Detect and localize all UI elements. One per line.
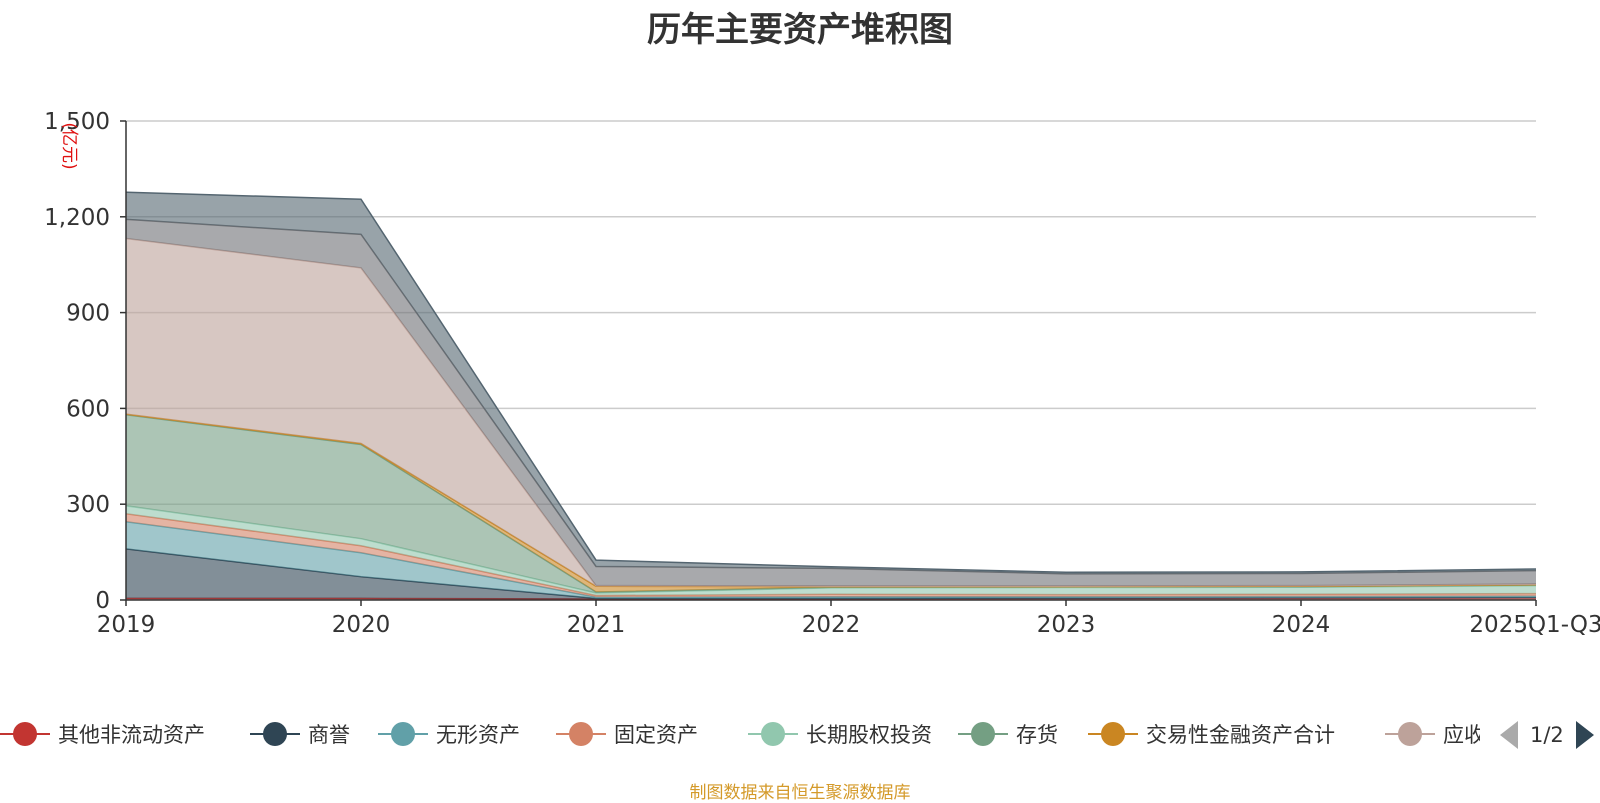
legend-marker-icon xyxy=(1088,721,1138,747)
legend: 其他非流动资产 商誉 无形资产 固定资产 长期股权投资 存货 交易性金融资产合计 应收账款 xyxy=(0,714,1480,754)
y-tick-label: 600 xyxy=(66,396,110,422)
source-note: 制图数据来自恒生聚源数据库 xyxy=(689,783,911,803)
legend-label: 固定资产 xyxy=(614,723,698,747)
legend-label: 长期股权投资 xyxy=(806,723,932,747)
y-tick-label: 1,200 xyxy=(44,205,110,231)
legend-label: 交易性金融资产合计 xyxy=(1146,723,1335,747)
legend-item[interactable]: 交易性金融资产合计 xyxy=(1088,714,1335,754)
x-tick-label: 2020 xyxy=(332,612,391,638)
area-series-4[interactable] xyxy=(126,505,1536,596)
area-series-7[interactable] xyxy=(126,238,1536,587)
legend-next-page-button[interactable] xyxy=(1575,721,1594,749)
legend-item[interactable]: 应收账款 xyxy=(1385,714,1480,754)
legend-item[interactable]: 长期股权投资 xyxy=(748,714,932,754)
legend-marker-icon xyxy=(748,721,798,747)
area-series-1[interactable] xyxy=(126,548,1536,600)
legend-label: 商誉 xyxy=(308,723,350,747)
legend-item[interactable]: 存货 xyxy=(958,714,1058,754)
legend-label: 存货 xyxy=(1016,723,1058,747)
legend-marker-icon xyxy=(958,721,1008,747)
x-tick-label: 2023 xyxy=(1037,612,1096,638)
axis-layer: 0 300 600 900 1,200 1,500 2019 2020 2021 2022 2023… xyxy=(44,109,1600,638)
y-tick-label: 1,500 xyxy=(44,109,110,135)
legend-item[interactable]: 无形资产 xyxy=(378,714,520,754)
legend-page-indicator: 1/2 xyxy=(1530,723,1564,747)
area-series-2[interactable] xyxy=(126,521,1536,599)
legend-marker-icon xyxy=(556,721,606,747)
x-tick-label: 2019 xyxy=(97,612,156,638)
legend-marker-icon xyxy=(378,721,428,747)
legend-prev-page-button[interactable] xyxy=(1500,721,1518,749)
area-series-5[interactable] xyxy=(126,414,1536,593)
legend-marker-icon xyxy=(0,721,50,747)
y-tick-label: 0 xyxy=(95,588,110,614)
area-series-8[interactable] xyxy=(126,219,1536,586)
legend-item[interactable]: 固定资产 xyxy=(556,714,698,754)
legend-item[interactable]: 其他非流动资产 xyxy=(0,714,205,754)
legend-label: 应收账款 xyxy=(1443,723,1480,747)
legend-label: 无形资产 xyxy=(436,723,520,747)
legend-label: 其他非流动资产 xyxy=(58,723,205,747)
series-line-9 xyxy=(125,191,1537,573)
legend-marker-icon xyxy=(250,721,300,747)
stacked-area-chart: 0 300 600 900 1,200 1,500 2019 2020 2021 2022 2023… xyxy=(44,109,1600,638)
x-tick-label: 2025Q1-Q3 xyxy=(1469,612,1600,638)
x-tick-label: 2024 xyxy=(1272,612,1331,638)
legend-item[interactable]: 商誉 xyxy=(250,714,350,754)
legend-pager: 1/2 xyxy=(1500,718,1594,752)
y-axis-unit-label: (亿元) xyxy=(59,122,79,169)
y-tick-label: 300 xyxy=(66,492,110,518)
x-tick-label: 2021 xyxy=(567,612,626,638)
legend-marker-icon xyxy=(1385,721,1435,747)
area-layer xyxy=(125,191,1537,600)
y-tick-label: 900 xyxy=(66,301,110,327)
x-tick-label: 2022 xyxy=(802,612,861,638)
chart-title: 历年主要资产堆积图 xyxy=(647,10,953,50)
